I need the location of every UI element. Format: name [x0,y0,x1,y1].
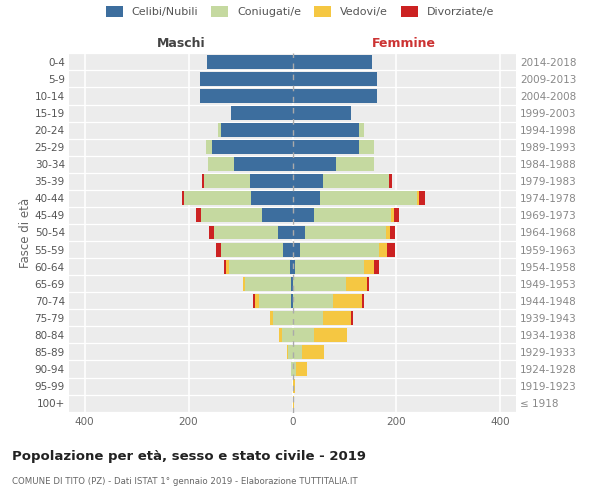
Bar [254,294,259,308]
Bar [182,192,184,205]
Bar [374,260,379,274]
Bar [218,123,221,137]
Bar [289,345,293,359]
Bar [390,226,395,239]
Bar [291,362,293,376]
Bar [200,72,293,86]
Bar [293,208,314,222]
Bar [293,226,305,239]
Bar [214,226,278,239]
Bar [417,192,419,205]
Bar [293,379,295,393]
Bar [323,174,389,188]
Text: Popolazione per età, sesso e stato civile - 2019: Popolazione per età, sesso e stato civil… [12,450,366,463]
Bar [314,328,347,342]
Bar [209,226,214,239]
Bar [320,192,417,205]
Bar [206,140,212,154]
Bar [293,294,333,308]
Bar [224,260,226,274]
Bar [335,158,374,171]
Bar [221,242,283,256]
Bar [391,208,394,222]
Bar [293,106,351,120]
Bar [295,260,364,274]
Text: Femmine: Femmine [372,37,436,50]
Bar [253,294,254,308]
Bar [184,192,251,205]
Bar [293,276,346,290]
Bar [386,226,390,239]
Bar [250,174,293,188]
Bar [293,345,302,359]
Bar [196,208,201,222]
Bar [229,260,290,274]
Bar [302,345,323,359]
Bar [387,242,395,256]
Bar [300,242,379,256]
Bar [293,362,296,376]
Bar [293,72,377,86]
Bar [212,140,293,154]
Bar [291,276,293,290]
Bar [293,174,323,188]
Bar [226,260,229,274]
Bar [259,294,291,308]
Bar [293,328,314,342]
Bar [293,192,320,205]
Bar [389,174,392,188]
Y-axis label: Anni di nascita: Anni di nascita [596,189,600,276]
Bar [293,158,335,171]
Bar [215,242,221,256]
Bar [242,276,245,290]
Bar [359,140,374,154]
Bar [208,158,234,171]
Text: COMUNE DI TITO (PZ) - Dati ISTAT 1° gennaio 2019 - Elaborazione TUTTITALIA.IT: COMUNE DI TITO (PZ) - Dati ISTAT 1° genn… [12,478,358,486]
Bar [200,89,293,103]
Bar [204,174,250,188]
Bar [293,242,300,256]
Bar [287,345,289,359]
Bar [293,123,359,137]
Bar [362,294,364,308]
Bar [234,158,293,171]
Bar [359,123,364,137]
Bar [293,89,377,103]
Bar [314,208,391,222]
Bar [333,294,362,308]
Bar [221,123,293,137]
Bar [207,55,293,69]
Bar [323,311,351,325]
Bar [201,208,262,222]
Bar [282,328,293,342]
Bar [367,276,369,290]
Bar [269,311,273,325]
Y-axis label: Fasce di età: Fasce di età [19,198,32,268]
Bar [419,192,425,205]
Bar [379,242,387,256]
Bar [305,226,386,239]
Bar [273,311,293,325]
Bar [245,276,291,290]
Bar [291,294,293,308]
Bar [293,311,323,325]
Bar [283,242,293,256]
Bar [262,208,293,222]
Bar [346,276,367,290]
Bar [364,260,374,274]
Bar [296,362,307,376]
Bar [251,192,293,205]
Bar [293,140,359,154]
Bar [202,174,204,188]
Bar [278,226,293,239]
Bar [293,260,295,274]
Bar [290,260,293,274]
Bar [293,55,371,69]
Legend: Celibi/Nubili, Coniugati/e, Vedovi/e, Divorziate/e: Celibi/Nubili, Coniugati/e, Vedovi/e, Di… [106,6,494,17]
Bar [279,328,282,342]
Text: Maschi: Maschi [157,37,205,50]
Bar [394,208,399,222]
Bar [231,106,293,120]
Bar [351,311,353,325]
